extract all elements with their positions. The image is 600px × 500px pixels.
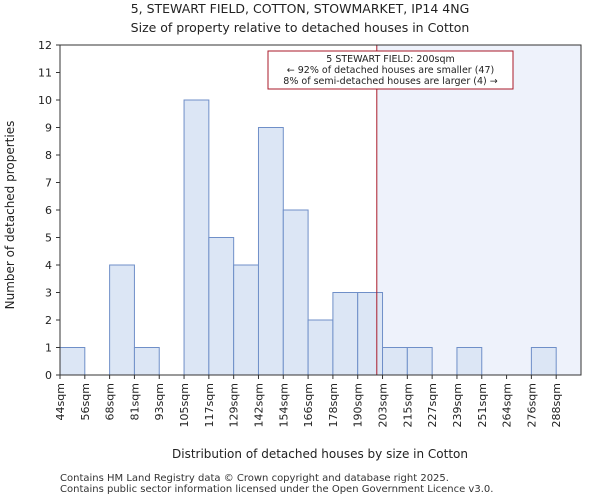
bar-142sqm	[257, 127, 284, 376]
x-tick-label-251sqm: 251sqm	[476, 383, 489, 427]
x-tick-label-81sqm: 81sqm	[128, 383, 141, 420]
y-tick-label: 1	[45, 342, 52, 355]
footer-line1: Contains HM Land Registry data © Crown c…	[60, 473, 449, 484]
bar-203sqm	[382, 347, 408, 376]
x-tick-label-264sqm: 264sqm	[501, 383, 514, 427]
bar-68sqm	[109, 264, 135, 376]
larger-properties-region	[376, 45, 581, 375]
x-tick-label-105sqm: 105sqm	[178, 383, 191, 427]
x-tick-label-203sqm: 203sqm	[377, 383, 390, 427]
x-tick-label-178sqm: 178sqm	[327, 383, 340, 427]
x-tick-label-166sqm: 166sqm	[302, 383, 315, 427]
bar-166sqm	[307, 319, 334, 376]
annotation-box: 5 STEWART FIELD: 200sqm ← 92% of detache…	[267, 50, 514, 90]
x-axis-label: Distribution of detached houses by size …	[172, 447, 468, 461]
footer-line2: Contains public sector information licen…	[60, 484, 494, 495]
bars-group	[59, 99, 557, 376]
x-tick-label-44sqm: 44sqm	[54, 383, 67, 420]
y-axis-label: Number of detached properties	[3, 121, 17, 310]
y-tick-label: 3	[45, 287, 52, 300]
bar-215sqm	[406, 347, 433, 376]
x-tick-label-288sqm: 288sqm	[550, 383, 563, 427]
bar-44sqm	[59, 347, 86, 376]
x-tick-label-129sqm: 129sqm	[228, 383, 241, 427]
chart-title-line2: Size of property relative to detached ho…	[131, 20, 470, 35]
bar-154sqm	[282, 209, 309, 376]
annotation-line1: 5 STEWART FIELD: 200sqm	[326, 54, 454, 65]
annotation-frame	[267, 50, 514, 90]
bar-129sqm	[233, 264, 259, 376]
bar-178sqm	[332, 292, 359, 376]
x-tick-label-68sqm: 68sqm	[104, 383, 117, 420]
x-tick-label-56sqm: 56sqm	[79, 383, 92, 420]
y-tick-label: 5	[45, 232, 52, 245]
bar-190sqm	[357, 292, 384, 376]
y-tick-label: 0	[45, 369, 52, 382]
x-tick-label-276sqm: 276sqm	[525, 383, 538, 427]
annotation-line2: ← 92% of detached houses are smaller (47…	[287, 65, 494, 76]
chart-title-line1: 5, STEWART FIELD, COTTON, STOWMARKET, IP…	[131, 1, 470, 16]
y-tick-label: 4	[45, 259, 52, 272]
x-tick-label-239sqm: 239sqm	[451, 383, 464, 427]
x-tick-label-117sqm: 117sqm	[203, 383, 216, 427]
y-tick-label: 12	[38, 39, 52, 52]
bar-239sqm	[456, 347, 483, 376]
x-tick-label-154sqm: 154sqm	[277, 383, 290, 427]
bar-81sqm	[133, 347, 160, 376]
bar-117sqm	[208, 237, 235, 376]
y-tick-label: 2	[45, 314, 52, 327]
y-tick-label: 11	[38, 67, 52, 80]
bar-276sqm	[530, 347, 557, 376]
annotation-line3: 8% of semi-detached houses are larger (4…	[283, 76, 497, 87]
x-axis: 44sqm 56sqm 68sqm 81sqm 93sqm 105sqm 117sqm 129…	[54, 375, 563, 427]
x-tick-label-93sqm: 93sqm	[153, 383, 166, 420]
x-tick-label-142sqm: 142sqm	[252, 383, 265, 427]
y-tick-label: 6	[45, 204, 52, 217]
y-tick-label: 9	[45, 122, 52, 135]
y-tick-label: 8	[45, 149, 52, 162]
y-tick-label: 7	[45, 177, 52, 190]
y-tick-label: 10	[38, 94, 52, 107]
bar-105sqm	[183, 99, 210, 376]
x-tick-label-190sqm: 190sqm	[352, 383, 365, 427]
x-tick-label-227sqm: 227sqm	[426, 383, 439, 427]
x-tick-label-215sqm: 215sqm	[401, 383, 414, 427]
